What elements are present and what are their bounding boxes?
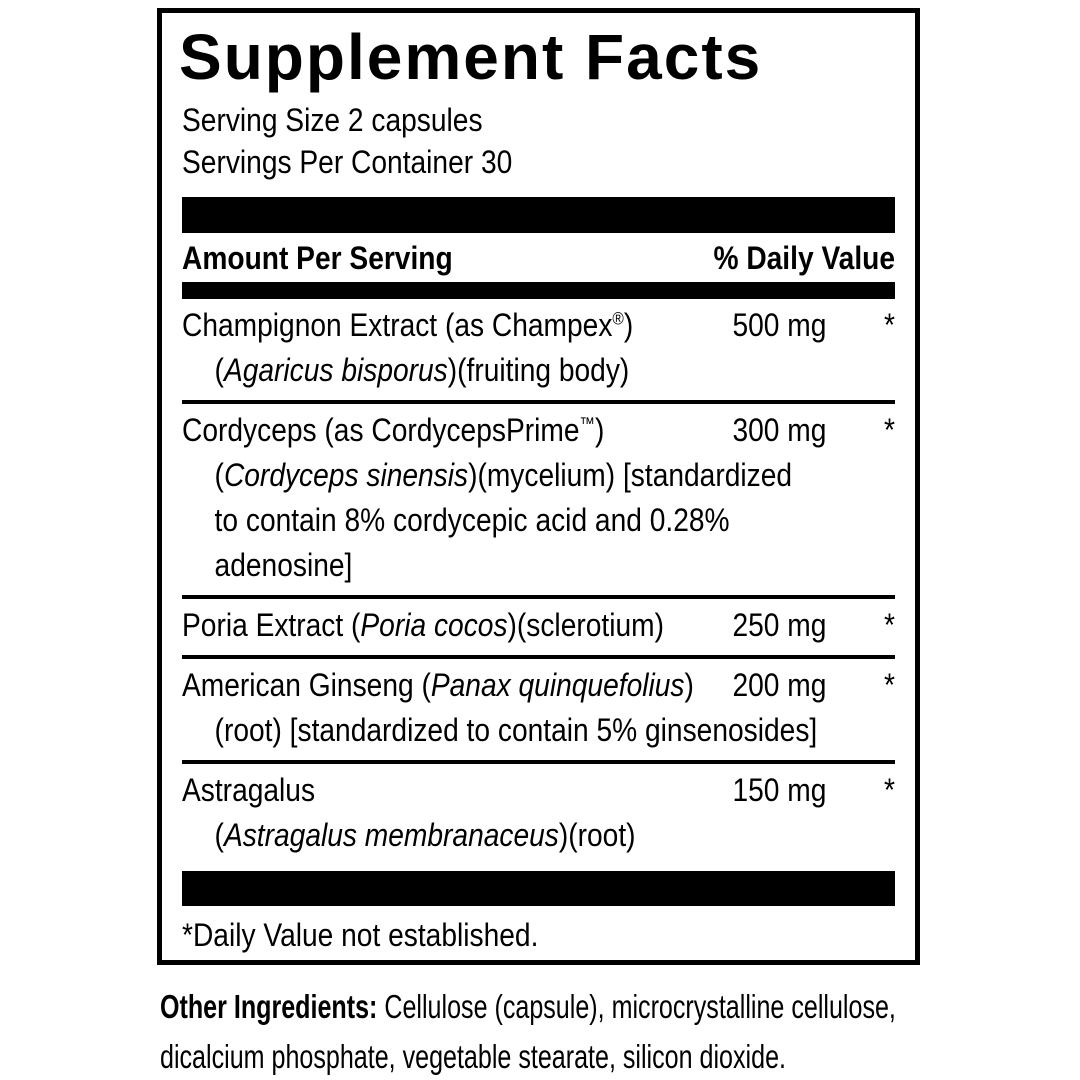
text-segment: Astragalus membranaceus xyxy=(223,816,559,853)
text-segment: (root) [standardized to contain 5% ginse… xyxy=(214,711,818,748)
ingredient-row: Poria Extract (Poria cocos)(sclerotium) 2… xyxy=(182,594,895,655)
text-segment: adenosine] xyxy=(214,546,353,583)
text-segment: Cellulose (capsule), microcrystalline ce… xyxy=(377,988,896,1025)
other-ingredients-section: Other Ingredients: Cellulose (capsule), … xyxy=(160,982,1080,1080)
ingredient-row: American Ginseng (Panax quinquefolius) 20… xyxy=(182,654,895,760)
ingredient-row: Cordyceps (as CordycepsPrime™) 300 mg * (Co… xyxy=(182,399,895,595)
divider-bar-top xyxy=(182,196,895,233)
text-segment: ® xyxy=(612,307,624,328)
text-segment: to contain 8% cordycepic acid and 0.28% xyxy=(214,501,730,538)
ingredient-main-line: Cordyceps (as CordycepsPrime™) 300 mg * xyxy=(182,408,895,453)
ingredient-amount: 150 mg xyxy=(732,771,827,808)
ingredient-detail-line: (Agaricus bisporus)(fruiting body) xyxy=(182,348,915,393)
ingredient-rows: Champignon Extract (as Champex®) 500 mg * (… xyxy=(182,299,895,865)
ingredient-amount: 300 mg xyxy=(732,411,827,448)
text-segment: ™ xyxy=(579,412,595,433)
ingredient-daily-value: * xyxy=(884,411,896,448)
daily-value-header: % Daily Value xyxy=(713,239,896,276)
column-header-row: Amount Per Serving % Daily Value xyxy=(182,233,895,282)
text-segment: )(root) xyxy=(558,816,636,853)
text-segment: Astragalus xyxy=(182,771,316,808)
text-segment: Agaricus bisporus xyxy=(223,351,448,388)
text-segment: Cordyceps (as CordycepsPrime xyxy=(182,411,580,448)
panel-title: Supplement Facts xyxy=(179,21,763,93)
ingredient-name: Astragalus xyxy=(182,768,694,813)
text-segment: Poria cocos xyxy=(360,606,508,643)
ingredient-detail-line: to contain 8% cordycepic acid and 0.28% xyxy=(182,498,915,543)
text-segment: ( xyxy=(214,456,224,493)
text-segment: Panax quinquefolius xyxy=(430,666,685,703)
other-ingredients-line: dicalcium phosphate, vegetable stearate,… xyxy=(160,1032,1080,1080)
daily-value-footnote: *Daily Value not established. xyxy=(182,916,539,953)
text-segment: Champignon Extract (as Champex xyxy=(182,306,613,343)
ingredient-main-line: Astragalus 150 mg * xyxy=(182,768,895,813)
ingredient-row: Astragalus 150 mg * (Astragalus membranaceu… xyxy=(182,759,895,865)
ingredient-amount: 200 mg xyxy=(732,666,827,703)
text-segment: )(mycelium) [standardized xyxy=(468,456,793,493)
ingredient-row: Champignon Extract (as Champex®) 500 mg * (… xyxy=(182,299,895,400)
text-segment: )(sclerotium) xyxy=(507,606,664,643)
text-segment: Other Ingredients: xyxy=(160,988,378,1025)
divider-bar-under-header xyxy=(182,281,895,299)
ingredient-detail-line: adenosine] xyxy=(182,543,915,588)
text-segment: ( xyxy=(214,816,224,853)
text-segment: Poria Extract ( xyxy=(182,606,361,643)
servings-per-container: Servings Per Container 30 xyxy=(182,143,513,180)
ingredient-daily-value: * xyxy=(884,771,896,808)
ingredient-main-line: Poria Extract (Poria cocos)(sclerotium) 2… xyxy=(182,603,895,648)
text-segment: ) xyxy=(594,411,605,448)
text-segment: ) xyxy=(623,306,634,343)
amount-per-serving-header: Amount Per Serving xyxy=(182,239,453,276)
ingredient-name: American Ginseng (Panax quinquefolius) xyxy=(182,663,694,708)
ingredient-daily-value: * xyxy=(884,666,896,703)
other-ingredients-line: Other Ingredients: Cellulose (capsule), … xyxy=(160,982,1080,1032)
ingredient-detail-line: (root) [standardized to contain 5% ginse… xyxy=(182,708,915,753)
ingredient-detail-line: (Astragalus membranaceus)(root) xyxy=(182,813,915,858)
ingredient-amount: 250 mg xyxy=(732,606,827,643)
ingredient-main-line: American Ginseng (Panax quinquefolius) 20… xyxy=(182,663,895,708)
ingredient-daily-value: * xyxy=(884,306,896,343)
ingredient-name: Poria Extract (Poria cocos)(sclerotium) xyxy=(182,603,694,648)
ingredient-daily-value: * xyxy=(884,606,896,643)
serving-size: Serving Size 2 capsules xyxy=(182,101,483,138)
text-segment: ) xyxy=(684,666,694,703)
ingredient-name: Champignon Extract (as Champex®) xyxy=(182,303,694,348)
ingredient-amount: 500 mg xyxy=(732,306,827,343)
text-segment: Cordyceps sinensis xyxy=(223,456,469,493)
text-segment: )(fruiting body) xyxy=(447,351,630,388)
text-segment: American Ginseng ( xyxy=(182,666,431,703)
divider-bar-bottom xyxy=(182,870,895,906)
ingredient-name: Cordyceps (as CordycepsPrime™) xyxy=(182,408,694,453)
text-segment: ( xyxy=(214,351,224,388)
supplement-facts-panel: Supplement Facts Serving Size 2 capsules… xyxy=(157,8,920,965)
ingredient-main-line: Champignon Extract (as Champex®) 500 mg * xyxy=(182,303,895,348)
text-segment: dicalcium phosphate, vegetable stearate,… xyxy=(160,1038,786,1075)
ingredient-detail-line: (Cordyceps sinensis)(mycelium) [standard… xyxy=(182,453,915,498)
